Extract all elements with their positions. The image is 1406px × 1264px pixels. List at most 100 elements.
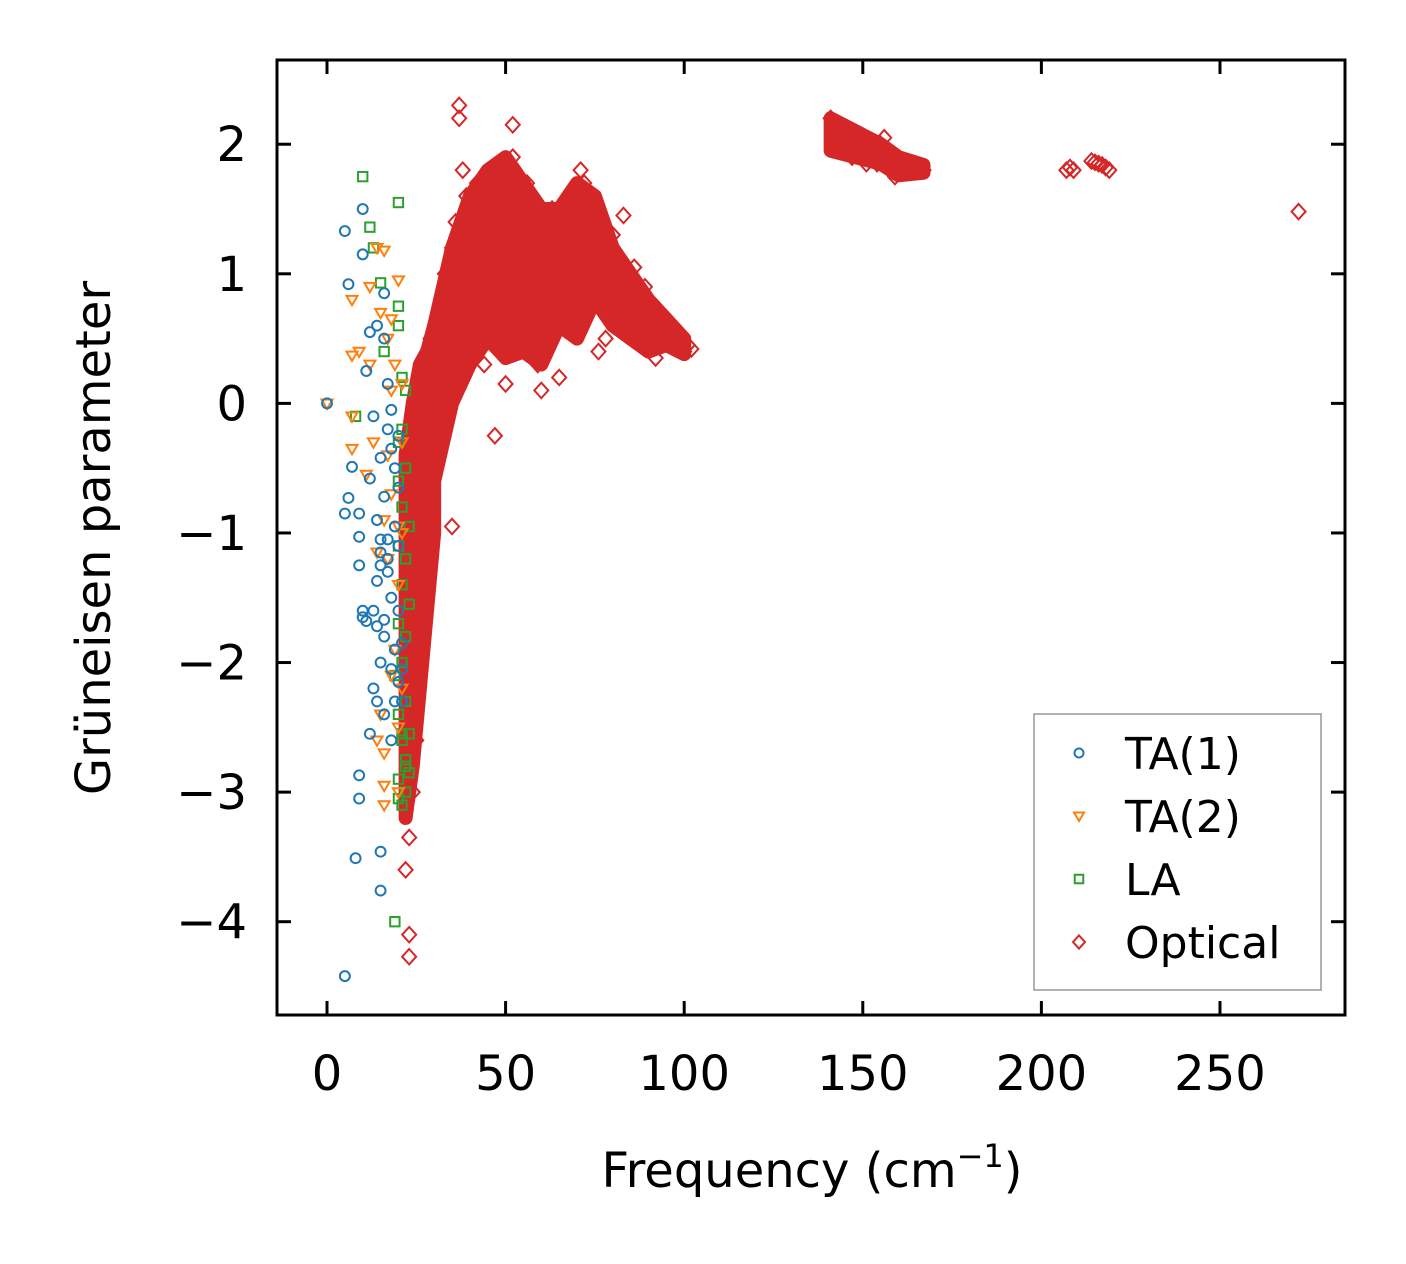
data-point-ta-1 xyxy=(388,643,401,656)
data-point-ta-1 xyxy=(378,287,391,300)
data-point-optical xyxy=(432,290,450,309)
data-point-ta-1 xyxy=(378,708,391,721)
data-point-optical xyxy=(468,173,486,193)
data-point-optical xyxy=(597,329,614,348)
data-point-optical xyxy=(568,264,586,283)
data-point-la xyxy=(396,656,408,669)
data-point-ta-1 xyxy=(349,852,362,865)
data-point-optical xyxy=(675,342,693,361)
legend-marker-la xyxy=(1073,873,1085,885)
data-point-optical xyxy=(668,322,686,342)
data-point-ta-2 xyxy=(344,411,360,424)
legend-marker-ta-2 xyxy=(1072,811,1086,823)
data-point-la xyxy=(396,423,408,435)
data-point-ta-2 xyxy=(394,528,410,541)
data-point-ta-2 xyxy=(359,469,374,483)
data-point-optical xyxy=(529,355,547,374)
data-point-ta-1 xyxy=(392,481,405,494)
data-point-optical xyxy=(465,264,482,283)
data-point-ta-2 xyxy=(391,275,406,288)
data-point-optical xyxy=(454,329,472,348)
legend-label: Optical xyxy=(1125,918,1280,969)
data-point-optical xyxy=(868,154,886,173)
data-point-optical xyxy=(436,342,454,361)
data-point-optical xyxy=(407,679,425,698)
data-point-la xyxy=(403,728,415,740)
data-point-optical xyxy=(561,212,579,232)
data-point-optical xyxy=(436,264,454,283)
data-point-optical xyxy=(654,309,672,329)
data-point-optical xyxy=(440,303,457,322)
data-point-la xyxy=(392,792,405,805)
data-point-optical xyxy=(468,316,486,335)
data-point-optical xyxy=(550,368,568,387)
x-axis-title-superscript: −1 xyxy=(957,1137,1004,1175)
data-point-optical xyxy=(632,297,650,316)
data-point-optical xyxy=(522,316,539,335)
data-point-optical xyxy=(600,290,618,309)
data-point-la xyxy=(396,371,408,384)
y-tick-label: −4 xyxy=(176,895,247,951)
legend-marker-ta-1 xyxy=(1073,747,1085,759)
data-point-optical xyxy=(415,588,432,607)
data-point-la xyxy=(392,319,405,332)
data-point-optical xyxy=(411,627,429,646)
data-point-optical xyxy=(486,426,504,445)
legend: TA(1) TA(2) LA Optical xyxy=(1033,713,1322,991)
data-point-la xyxy=(396,734,408,746)
data-point-optical xyxy=(518,173,536,193)
data-point-optical xyxy=(590,342,607,361)
data-point-ta-1 xyxy=(353,792,366,805)
data-point-la xyxy=(392,773,405,785)
data-point-la xyxy=(392,475,405,487)
data-point-ta-1 xyxy=(338,225,351,237)
x-tick-label: 100 xyxy=(638,1046,730,1102)
data-point-la xyxy=(392,708,405,721)
data-point-optical xyxy=(565,186,582,206)
data-point-optical xyxy=(400,925,418,944)
data-point-ta-1 xyxy=(381,423,394,436)
legend-label: TA(1) xyxy=(1124,729,1241,780)
data-point-ta-2 xyxy=(376,780,392,794)
data-point-la xyxy=(399,760,412,772)
data-point-ta-1 xyxy=(396,663,408,675)
data-point-ta-2 xyxy=(351,346,367,360)
data-point-optical xyxy=(507,199,525,219)
data-point-ta-1 xyxy=(338,970,351,983)
data-point-optical xyxy=(418,497,436,517)
dense-cluster-optical xyxy=(398,318,442,826)
data-point-optical xyxy=(625,258,643,277)
data-point-ta-1 xyxy=(378,332,391,345)
data-point-optical xyxy=(525,212,543,232)
legend-marker-optical xyxy=(1071,933,1087,951)
data-point-optical xyxy=(647,348,664,368)
data-point-ta-1 xyxy=(342,492,355,504)
data-point-optical xyxy=(472,225,489,245)
data-point-optical xyxy=(475,355,493,374)
data-point-optical xyxy=(532,381,550,400)
data-point-optical xyxy=(511,290,529,309)
data-point-optical xyxy=(586,251,604,271)
data-point-la xyxy=(399,384,412,397)
data-point-ta-1 xyxy=(321,397,333,410)
data-point-ta-2 xyxy=(384,314,399,327)
data-point-optical xyxy=(432,433,450,452)
data-point-ta-1 xyxy=(378,630,391,643)
data-point-optical xyxy=(400,947,418,966)
data-point-ta-1 xyxy=(360,615,373,628)
data-point-ta-1 xyxy=(346,460,358,473)
data-point-ta-1 xyxy=(371,574,383,587)
data-point-optical xyxy=(554,238,572,258)
data-point-optical xyxy=(911,159,929,179)
data-point-ta-1 xyxy=(338,507,351,520)
data-point-la xyxy=(389,916,401,928)
data-point-la xyxy=(403,767,415,779)
data-point-optical xyxy=(582,277,600,296)
data-point-ta-1 xyxy=(367,682,380,695)
data-point-ta-1 xyxy=(367,604,380,617)
data-point-ta-2 xyxy=(344,350,360,363)
data-point-ta-1 xyxy=(378,490,391,503)
data-point-optical xyxy=(479,186,497,206)
y-tick-label: 0 xyxy=(216,376,247,432)
data-point-ta-1 xyxy=(381,377,394,390)
